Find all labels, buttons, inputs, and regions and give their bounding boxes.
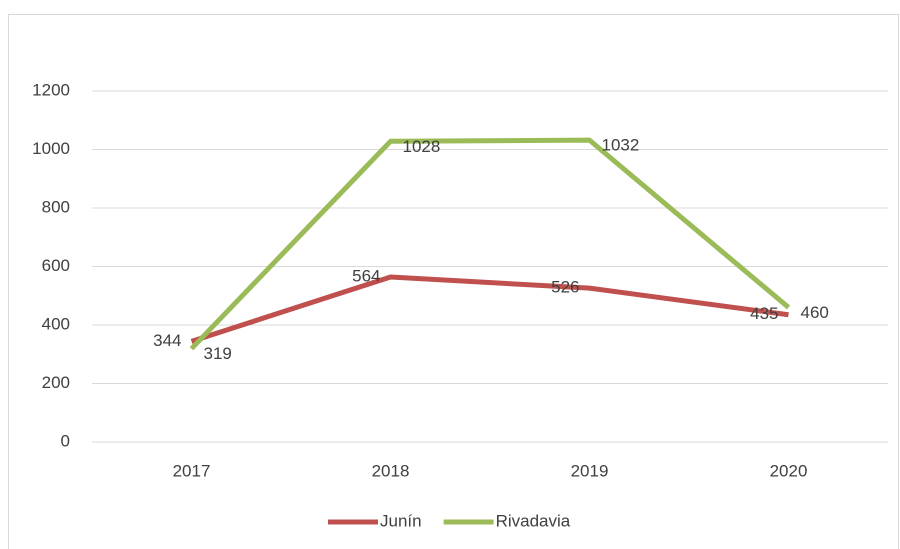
x-tick-label: 2018 <box>372 461 410 480</box>
legend-label: Junín <box>380 511 422 530</box>
series-line <box>189 137 791 351</box>
data-label: 344 <box>153 331 181 350</box>
data-label: 526 <box>551 278 579 297</box>
x-tick-label: 2020 <box>770 461 808 480</box>
y-tick-label: 400 <box>42 314 70 333</box>
x-tick-label: 2019 <box>571 461 609 480</box>
y-tick-label: 800 <box>42 197 70 216</box>
data-label: 1032 <box>602 136 640 155</box>
x-tick-label: 2017 <box>173 461 211 480</box>
data-label: 319 <box>204 344 232 363</box>
data-label: 460 <box>801 303 829 322</box>
legend-label: Rivadavia <box>496 511 571 530</box>
y-tick-label: 1000 <box>32 139 70 158</box>
y-tick-label: 600 <box>42 256 70 275</box>
y-tick-label: 200 <box>42 373 70 392</box>
data-label: 1028 <box>403 137 441 156</box>
y-tick-label: 1200 <box>32 80 70 99</box>
data-label: 564 <box>352 267 380 286</box>
data-label: 435 <box>750 304 778 323</box>
series-line <box>190 274 789 344</box>
y-tick-label: 0 <box>61 431 70 450</box>
